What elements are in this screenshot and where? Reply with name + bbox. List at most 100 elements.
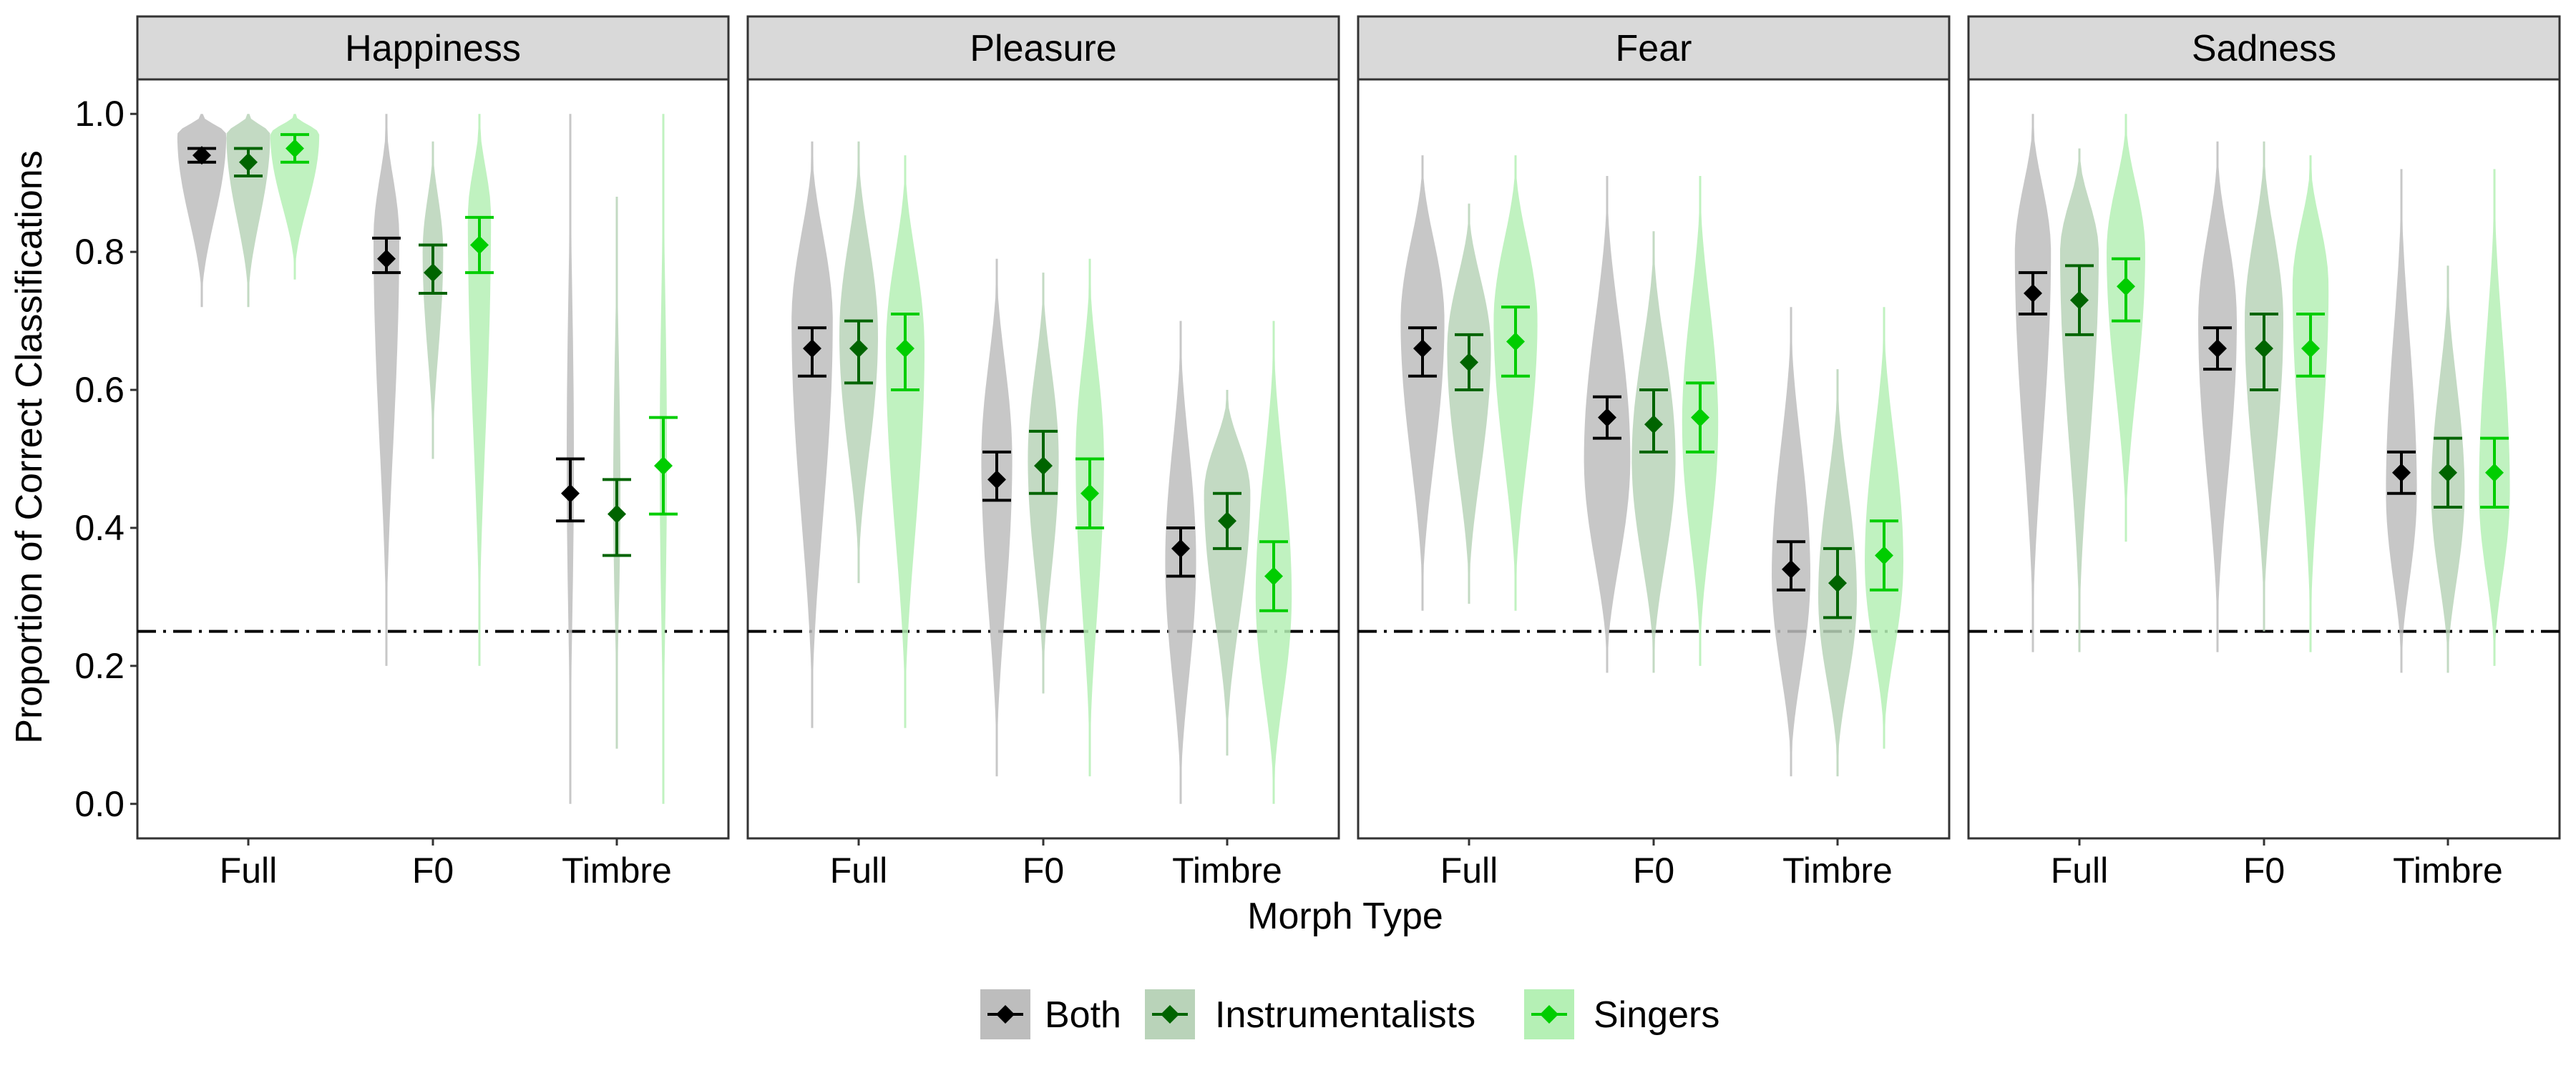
violin-both xyxy=(791,141,833,728)
legend-item-instrumentalists: Instrumentalists xyxy=(1145,989,1475,1039)
mean-point xyxy=(1171,539,1190,558)
facet-panels: Happiness Full F0 Timbre Pleasure Full F0 Timbr… xyxy=(136,15,2561,891)
x-tick-label: Timbre xyxy=(562,851,672,891)
mean-point xyxy=(2392,463,2411,482)
x-tick-label: F0 xyxy=(1633,851,1674,891)
mean-point xyxy=(2301,339,2320,358)
mean-point xyxy=(1080,484,1099,503)
facet-strip xyxy=(746,15,1340,81)
violin-instrumentalists xyxy=(1204,390,1251,756)
violin-singers xyxy=(2292,155,2329,652)
violin-singers xyxy=(467,114,492,666)
mean-point xyxy=(1691,408,1709,427)
facet-strip xyxy=(1357,15,1951,81)
mean-point xyxy=(1782,559,1800,579)
y-tick-label: 0.4 xyxy=(74,508,125,548)
legend-key-diamond xyxy=(996,1005,1015,1024)
violin-both xyxy=(2014,114,2051,652)
mean-point xyxy=(2208,339,2227,358)
mean-point xyxy=(1460,353,1478,372)
violin-singers xyxy=(2479,169,2510,666)
mean-point xyxy=(896,339,914,358)
facet-label: Pleasure xyxy=(970,28,1116,69)
violin-both xyxy=(374,114,399,666)
violin-both xyxy=(1400,155,1445,611)
mean-point xyxy=(1034,456,1053,476)
legend-label: Instrumentalists xyxy=(1215,994,1475,1036)
x-axis-title: Morph Type xyxy=(1247,896,1443,937)
violin-both xyxy=(2198,141,2237,652)
mean-point xyxy=(849,339,868,358)
mean-point xyxy=(2117,277,2135,296)
mean-point xyxy=(2255,339,2273,358)
legend-label: Both xyxy=(1045,994,1121,1036)
y-tick-label: 0.6 xyxy=(74,370,125,410)
mean-point xyxy=(286,139,304,158)
y-axis-title: Proportion of Correct Classifications xyxy=(9,150,50,743)
mean-point xyxy=(803,339,821,358)
violin-both xyxy=(981,258,1013,777)
mean-point xyxy=(239,152,258,172)
mean-point xyxy=(1644,415,1663,434)
facet-fear: Fear Full F0 Timbre xyxy=(1357,15,1951,891)
violin-singers xyxy=(270,114,320,280)
violin-singers xyxy=(1493,155,1538,611)
mean-point xyxy=(654,456,673,476)
violin-singers xyxy=(2107,114,2145,542)
mean-point xyxy=(1506,332,1525,351)
mean-point xyxy=(608,504,626,524)
mean-point xyxy=(1875,546,1893,565)
violin-instrumentalists xyxy=(2060,148,2099,652)
mean-point xyxy=(470,235,489,255)
legend: Both Instrumentalists Singers xyxy=(980,989,1719,1039)
mean-point xyxy=(377,249,396,268)
facet-sadness: Sadness Full F0 Timbre xyxy=(1967,15,2561,891)
violin-instrumentalists xyxy=(613,196,620,749)
mean-point xyxy=(2024,284,2042,303)
facet-label: Fear xyxy=(1616,28,1692,69)
violin-both xyxy=(2386,169,2417,673)
y-tick-label: 1.0 xyxy=(74,94,125,134)
x-tick-label: Timbre xyxy=(1172,851,1282,891)
legend-key-diamond xyxy=(1540,1005,1558,1024)
facet-label: Happiness xyxy=(345,28,521,69)
mean-point xyxy=(987,470,1006,489)
mean-point xyxy=(1413,339,1432,358)
x-tick-label: Full xyxy=(220,851,278,891)
x-tick-label: Full xyxy=(830,851,888,891)
x-tick-label: F0 xyxy=(1023,851,1064,891)
facet-label: Sadness xyxy=(2192,28,2336,69)
violin-instrumentalists xyxy=(422,141,444,459)
facet-pleasure: Pleasure Full F0 Timbre xyxy=(746,15,1340,891)
violin-instrumentalists xyxy=(226,114,270,308)
y-tick-label: 0.2 xyxy=(74,646,125,686)
x-tick-label: Timbre xyxy=(1782,851,1893,891)
legend-item-singers: Singers xyxy=(1524,989,1719,1039)
mean-point xyxy=(1264,567,1283,586)
mean-point xyxy=(1828,574,1847,593)
mean-point xyxy=(2485,463,2504,482)
legend-item-both: Both xyxy=(980,989,1121,1039)
x-tick-label: Full xyxy=(1440,851,1498,891)
mean-point xyxy=(2070,290,2089,310)
mean-point xyxy=(192,146,211,165)
violin-instrumentalists xyxy=(1447,203,1491,604)
legend-key-diamond xyxy=(1161,1005,1179,1024)
facet-strip xyxy=(136,15,730,81)
mean-point xyxy=(2439,463,2457,482)
x-tick-label: F0 xyxy=(412,851,454,891)
x-tick-label: F0 xyxy=(2243,851,2285,891)
facet-strip xyxy=(1967,15,2561,81)
mean-point xyxy=(1598,408,1616,427)
mean-point xyxy=(424,263,442,283)
y-tick-label: 0.8 xyxy=(74,232,125,272)
violin-singers xyxy=(886,155,924,728)
x-tick-label: Timbre xyxy=(2393,851,2503,891)
mean-point xyxy=(1218,511,1236,531)
x-tick-label: Full xyxy=(2051,851,2109,891)
legend-label: Singers xyxy=(1594,994,1719,1036)
y-axis: 0.0 0.2 0.4 0.6 0.8 1.0 xyxy=(74,94,137,824)
mean-point xyxy=(561,484,580,503)
facet-happiness: Happiness Full F0 Timbre xyxy=(136,15,730,891)
